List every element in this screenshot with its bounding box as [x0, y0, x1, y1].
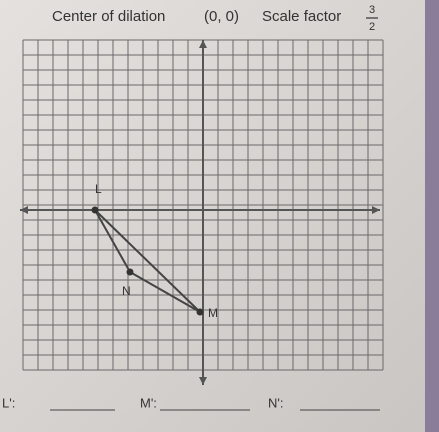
vertex-label: N [122, 284, 131, 298]
scale-label: Scale factor [262, 8, 341, 25]
arrow [199, 40, 207, 48]
vertex [126, 268, 134, 276]
vertex-label: L [95, 182, 102, 196]
vertex [91, 206, 99, 214]
scale-denominator: 2 [369, 21, 375, 33]
triangle [94, 209, 201, 313]
answer-label: N': [268, 395, 283, 410]
scale-numerator: 3 [369, 4, 375, 16]
background-edge [425, 0, 439, 432]
vertex [196, 308, 204, 316]
vertex-label: M [208, 306, 218, 320]
answer-label: L': [2, 395, 15, 410]
arrow [20, 206, 28, 214]
center-value: (0, 0) [204, 8, 239, 25]
arrow [199, 377, 207, 385]
arrow [372, 206, 380, 214]
center-label: Center of dilation [52, 8, 165, 25]
answer-label: M': [140, 395, 157, 410]
